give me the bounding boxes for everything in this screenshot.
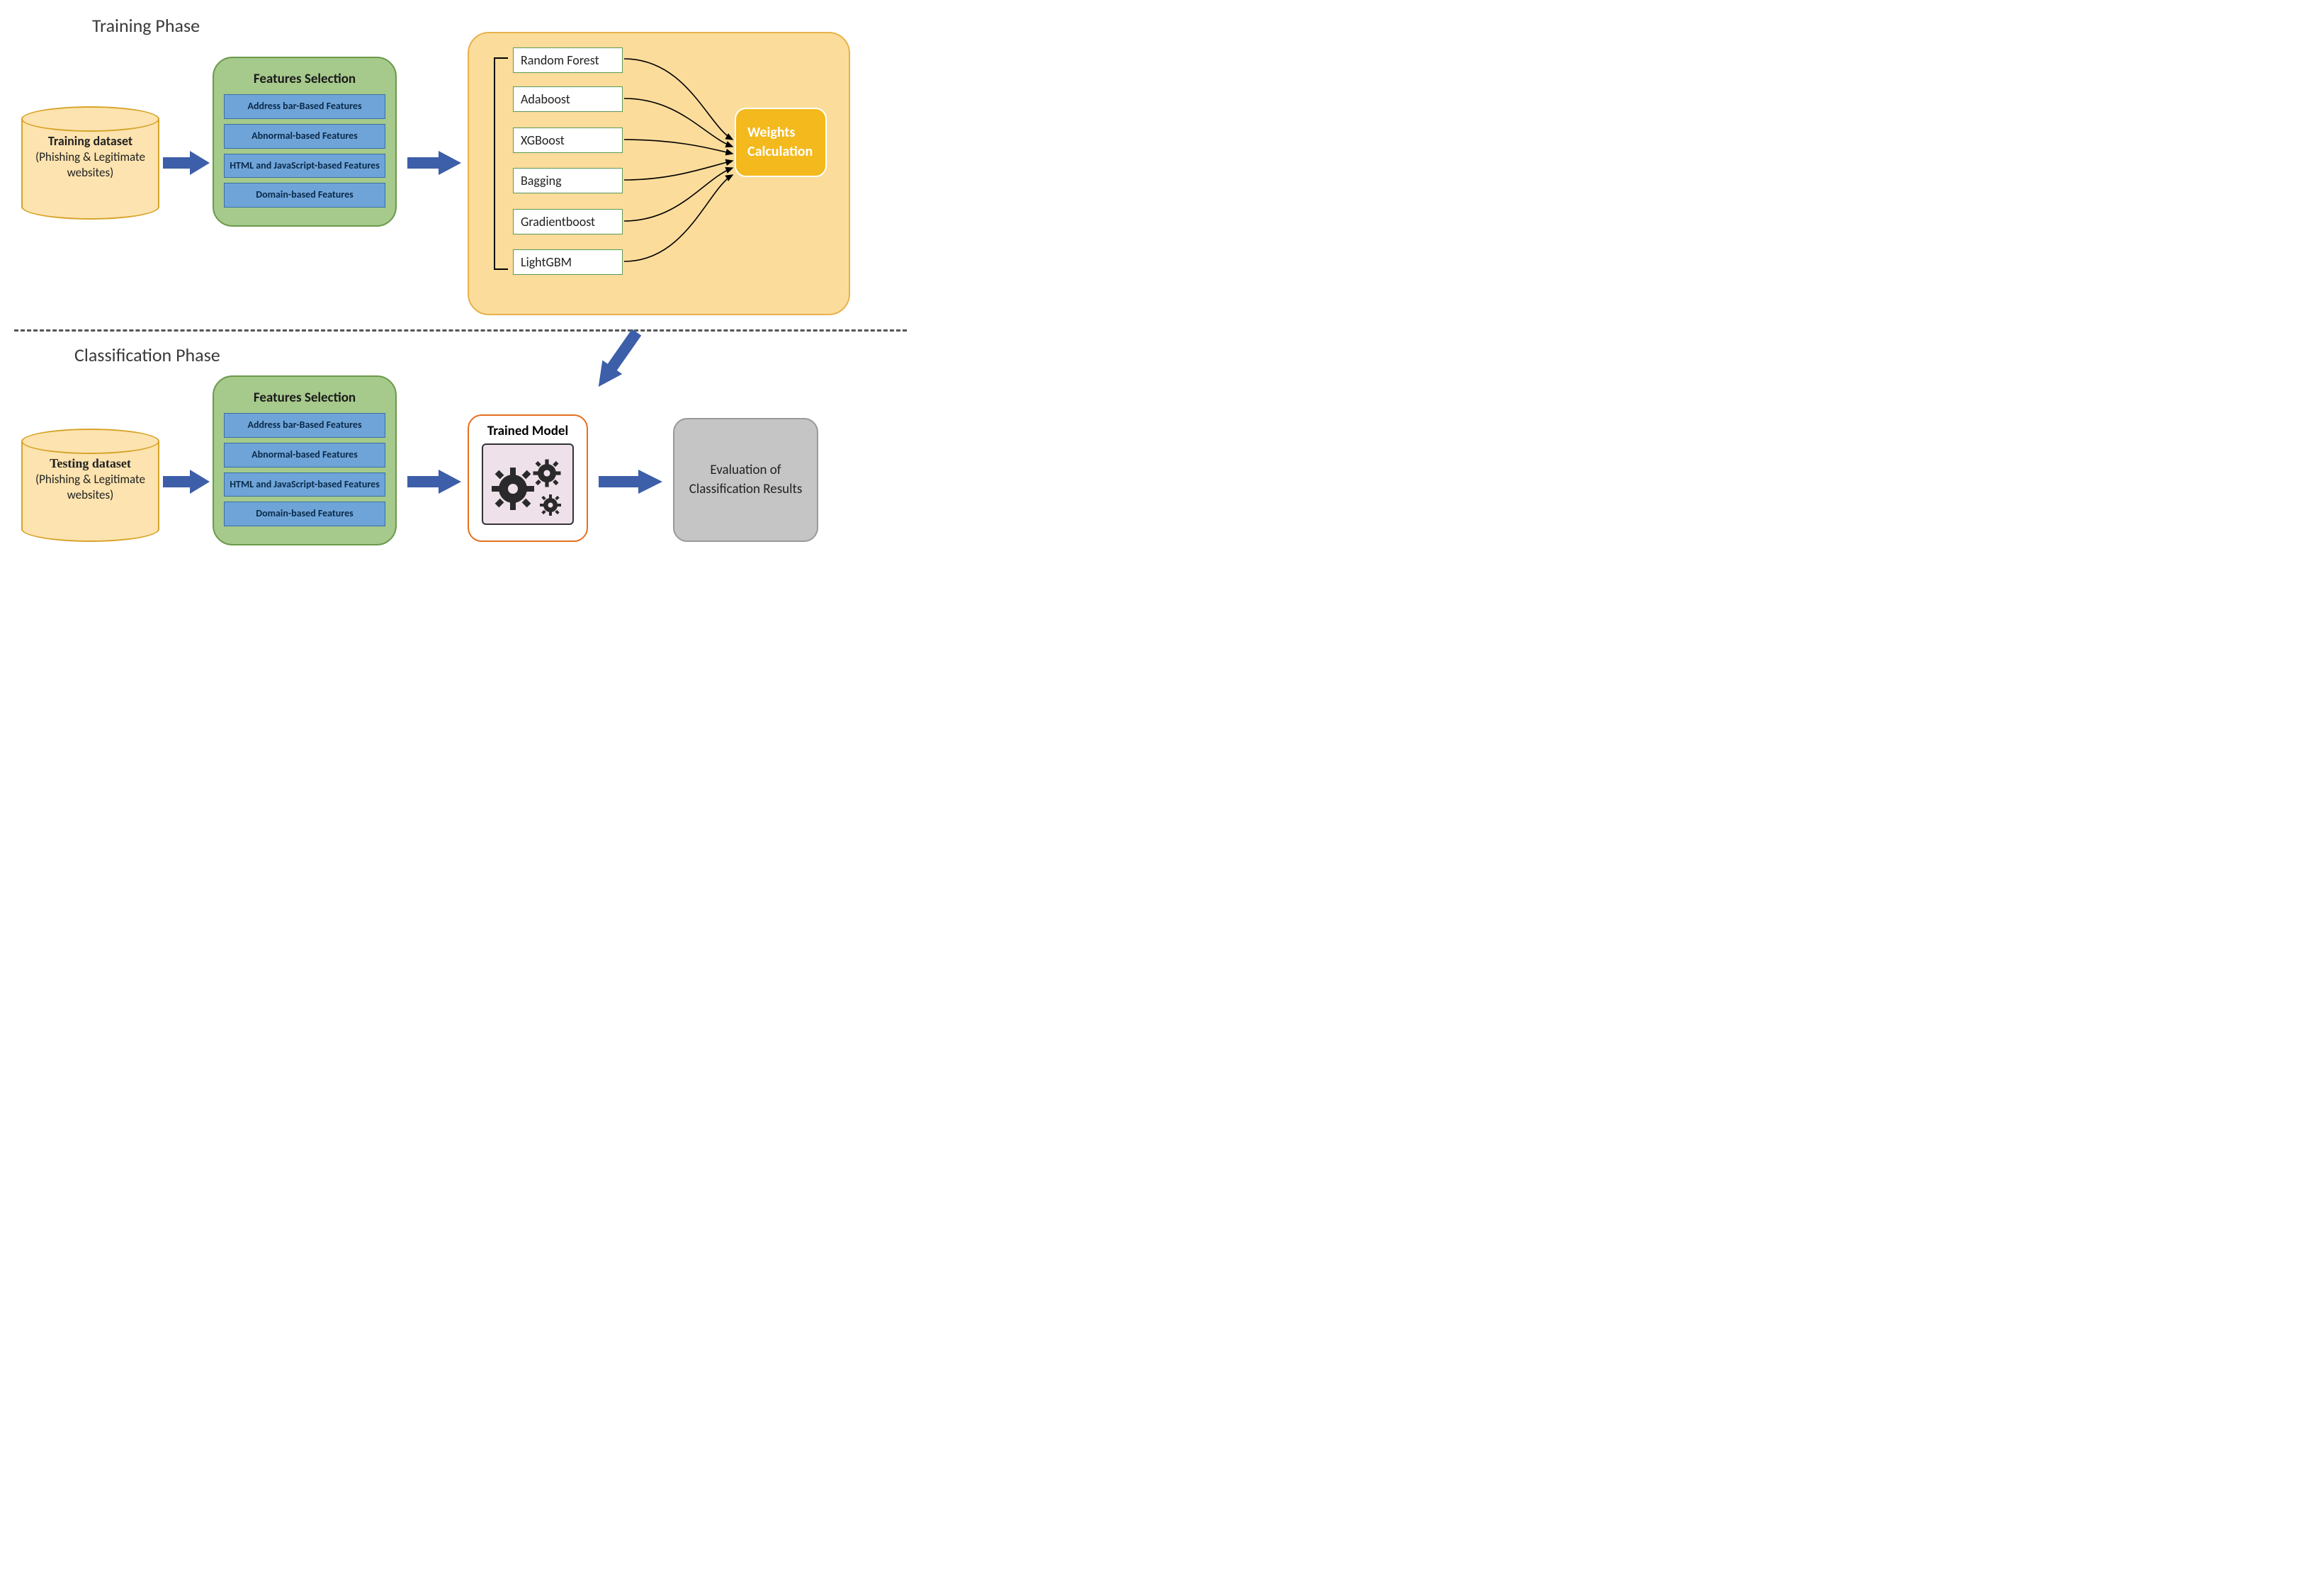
arrow-model-to-eval [599, 468, 666, 496]
arrow-features-to-ensemble [407, 149, 464, 177]
algo-box: LightGBM [513, 249, 623, 275]
training-features-title: Features Selection [224, 71, 385, 87]
classification-features-title: Features Selection [224, 390, 385, 406]
testing-dataset-title: Testing dataset [50, 456, 131, 470]
arrow-features-to-model [407, 468, 464, 496]
training-features-panel: Features Selection Address bar-Based Fea… [213, 57, 397, 227]
feature-item: Address bar-Based Features [224, 413, 385, 438]
feature-item: Abnormal-based Features [224, 124, 385, 149]
testing-dataset-sub: (Phishing & Legitimate websites) [35, 472, 145, 502]
algo-box: Bagging [513, 168, 623, 193]
ensemble-panel: Random Forest Adaboost XGBoost Bagging G… [468, 32, 850, 315]
diagram-root: Training Phase Training dataset (Phishin… [14, 14, 907, 638]
phase-divider [14, 329, 907, 332]
feature-item: Abnormal-based Features [224, 443, 385, 468]
evaluation-label: Evaluation of Classification Results [682, 461, 810, 499]
algo-box: Gradientboost [513, 209, 623, 234]
training-phase-title: Training Phase [92, 14, 200, 37]
feature-item: Domain-based Features [224, 502, 385, 526]
testing-dataset-cylinder: Testing dataset (Phishing & Legitimate w… [21, 429, 159, 542]
arrow-ensemble-to-model [574, 319, 659, 418]
weights-l1: Weights [747, 124, 795, 141]
algo-box: Random Forest [513, 47, 623, 73]
trained-model-label: Trained Model [475, 423, 581, 439]
feature-item: Address bar-Based Features [224, 94, 385, 119]
evaluation-box: Evaluation of Classification Results [673, 418, 818, 542]
feature-item: Domain-based Features [224, 183, 385, 208]
weights-l2: Calculation [747, 143, 813, 160]
classification-features-panel: Features Selection Address bar-Based Fea… [213, 375, 397, 545]
weights-box: Weights Calculation [735, 108, 827, 177]
arrow-train-to-features [163, 149, 213, 177]
algo-box: XGBoost [513, 128, 623, 153]
training-dataset-text: Training dataset (Phishing & Legitimate … [21, 133, 159, 181]
cylinder-top [21, 106, 159, 132]
testing-dataset-text: Testing dataset (Phishing & Legitimate w… [21, 455, 159, 504]
training-dataset-title: Training dataset [48, 133, 132, 149]
bracket-icon [494, 57, 507, 270]
feature-item: HTML and JavaScript-based Features [224, 472, 385, 497]
trained-model-box: Trained Model [468, 414, 588, 542]
gears-icon [482, 443, 574, 525]
training-dataset-cylinder: Training dataset (Phishing & Legitimate … [21, 106, 159, 220]
algo-box: Adaboost [513, 86, 623, 112]
cylinder-top [21, 429, 159, 454]
training-dataset-sub: (Phishing & Legitimate websites) [35, 149, 145, 180]
algo-connectors [623, 47, 736, 281]
arrow-test-to-features [163, 468, 213, 496]
classification-phase-title: Classification Phase [74, 344, 220, 366]
feature-item: HTML and JavaScript-based Features [224, 154, 385, 179]
